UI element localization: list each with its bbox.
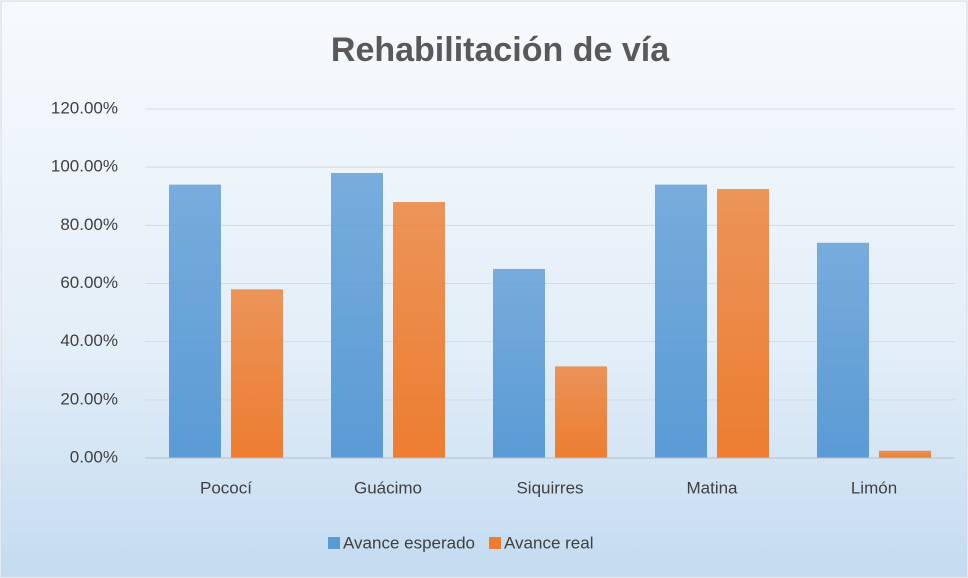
chart-title: Rehabilitación de vía: [331, 31, 670, 69]
legend-swatch: [328, 537, 340, 549]
bar: [331, 172, 383, 458]
bar: [555, 366, 607, 458]
y-tick-label: 40.00%: [60, 331, 118, 350]
y-tick-label: 120.00%: [51, 98, 118, 117]
y-tick-label: 100.00%: [51, 157, 118, 176]
bar: [879, 450, 931, 458]
x-tick-label: Pococí: [200, 478, 252, 497]
bar: [393, 202, 445, 458]
y-tick-label: 80.00%: [60, 215, 118, 234]
bar: [169, 184, 221, 458]
y-tick-label: 60.00%: [60, 273, 118, 292]
y-tick-label: 0.00%: [70, 447, 118, 466]
y-tick-label: 20.00%: [60, 389, 118, 408]
legend-label: Avance esperado: [343, 533, 475, 552]
bar: [231, 289, 283, 458]
bar: [655, 184, 707, 458]
legend-swatch: [489, 537, 502, 549]
x-tick-label: Matina: [686, 478, 738, 497]
legend-label: Avance real: [504, 533, 593, 552]
bar: [493, 268, 545, 458]
bar: [717, 188, 769, 458]
x-tick-label: Limón: [851, 478, 897, 497]
x-tick-label: Siquirres: [516, 478, 583, 497]
bar: [817, 242, 869, 458]
x-tick-label: Guácimo: [354, 478, 422, 497]
